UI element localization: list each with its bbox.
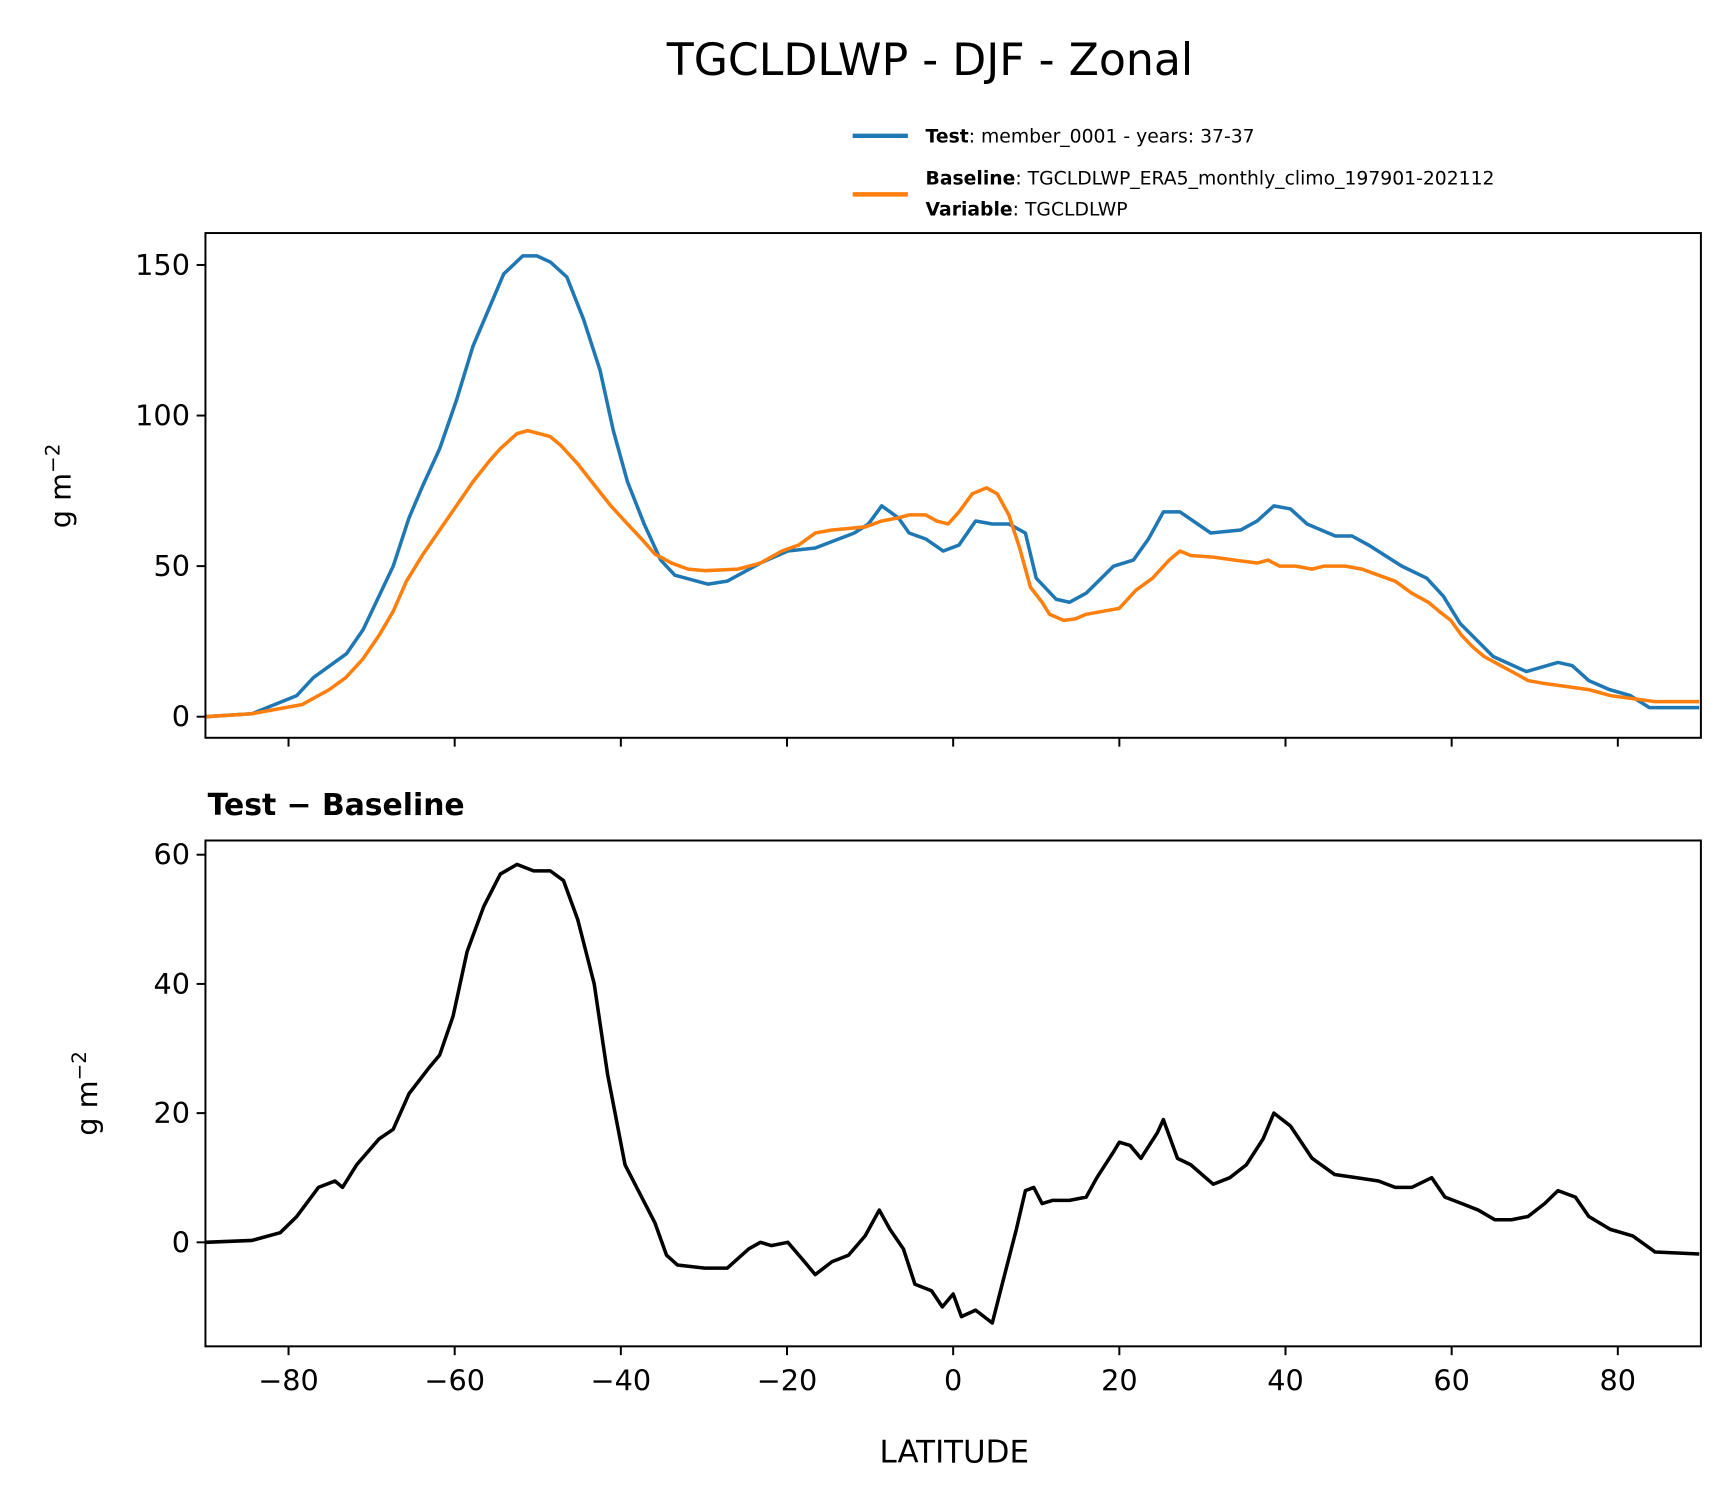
legend-label-test: Test: member_0001 - years: 37-37: [926, 126, 1255, 147]
y-tick-label: 150: [135, 248, 190, 282]
legend-variable-bold: Variable: [926, 199, 1013, 220]
series-line-test: [205, 254, 1700, 719]
legend-test-text: : member_0001 - years: 37-37: [969, 126, 1255, 147]
x-tick-label: 20: [1101, 1364, 1138, 1398]
top-ylabel-exponent: −2: [42, 444, 65, 473]
y-tick-label: 60: [153, 838, 190, 872]
y-tick-label: 0: [172, 1225, 190, 1259]
legend-variable-text: : TGCLDLWP: [1013, 199, 1128, 220]
bottom-ylabel-text: g m: [70, 1080, 104, 1135]
legend-baseline-text: : TGCLDLWP_ERA5_monthly_climo_197901-202…: [1015, 168, 1494, 189]
y-tick-label: 0: [172, 700, 190, 734]
x-tick-label: −20: [757, 1364, 818, 1398]
x-tick-label: −80: [258, 1364, 319, 1398]
legend: Test: member_0001 - years: 37-37 Baselin…: [852, 126, 1495, 220]
figure-title: TGCLDLWP - DJF - Zonal: [666, 35, 1193, 86]
legend-label-variable: Variable: TGCLDLWP: [926, 199, 1128, 220]
bottom-ylabel: g m−2: [68, 1051, 104, 1136]
x-tick-label: −40: [591, 1364, 652, 1398]
bottom-panel-title: Test − Baseline: [208, 788, 465, 823]
x-tick-label: 40: [1267, 1364, 1304, 1398]
legend-test-bold: Test: [926, 126, 969, 147]
x-tick-label: 80: [1600, 1364, 1637, 1398]
bottom-axes: −80 −60 −40 −20 0 20 40 60 80 0 20 40 60: [153, 838, 1702, 1398]
x-axis-label: LATITUDE: [880, 1434, 1030, 1470]
series-line-test-baseline: [205, 862, 1700, 1325]
legend-label-baseline: Baseline: TGCLDLWP_ERA5_monthly_climo_19…: [926, 168, 1495, 189]
axes-frame: [204, 839, 1702, 1348]
x-tick-label: 0: [944, 1364, 962, 1398]
y-tick-label: 100: [135, 398, 190, 432]
axes-frame: [204, 232, 1702, 739]
top-ylabel-text: g m: [44, 473, 78, 528]
top-axes: 0 50 100 150: [135, 232, 1702, 747]
y-tick-label: 50: [153, 549, 190, 583]
series-line-baseline: [205, 428, 1700, 719]
legend-baseline-bold: Baseline: [926, 168, 1016, 189]
x-tick-label: −60: [424, 1364, 485, 1398]
x-tick-label: 60: [1433, 1364, 1470, 1398]
top-ylabel: g m−2: [42, 444, 78, 529]
bottom-ylabel-exponent: −2: [68, 1051, 91, 1080]
y-tick-label: 20: [153, 1096, 190, 1130]
y-tick-label: 40: [153, 967, 190, 1001]
